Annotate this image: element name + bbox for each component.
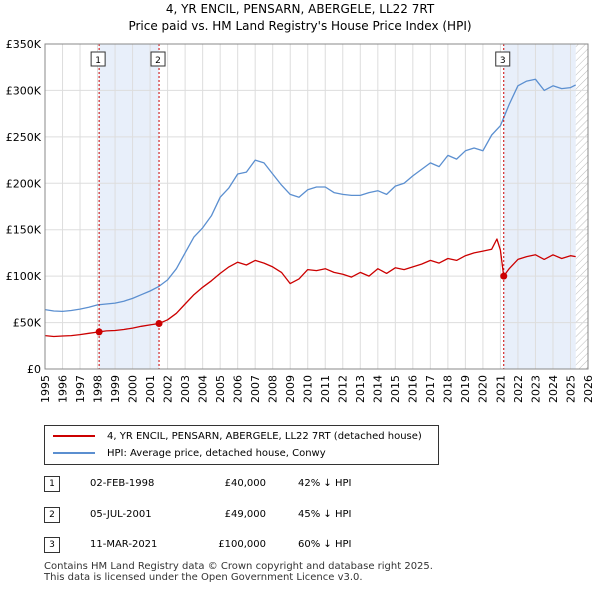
x-tick-label: 2016 [407,375,420,403]
transaction-hpi-diff: 42% ↓ HPI [298,478,352,489]
footer: Contains HM Land Registry data © Crown c… [44,561,433,583]
x-tick-label: 2020 [477,375,490,403]
x-tick-label: 1997 [74,375,87,403]
transaction-number: 2 [44,507,60,523]
transaction-price: £49,000 [224,509,266,520]
x-tick-label: 2025 [564,375,577,403]
transaction-date: 11-MAR-2021 [90,539,158,550]
legend-label-property: 4, YR ENCIL, PENSARN, ABERGELE, LL22 7RT… [107,430,422,442]
legend: 4, YR ENCIL, PENSARN, ABERGELE, LL22 7RT… [44,425,439,465]
transaction-date: 05-JUL-2001 [90,509,152,520]
x-tick-label: 1995 [39,375,52,403]
x-tick-label: 2022 [512,375,525,403]
x-tick-label: 2026 [582,375,595,403]
x-tick-label: 2014 [372,375,385,403]
sale-marker-label: 3 [500,56,506,66]
legend-swatch-property [53,435,95,437]
chart-title: 4, YR ENCIL, PENSARN, ABERGELE, LL22 7RT [165,2,435,16]
x-tick-label: 2012 [337,375,350,403]
footer-copyright: Contains HM Land Registry data © Crown c… [44,561,433,572]
legend-label-hpi: HPI: Average price, detached house, Conw… [107,447,326,459]
y-tick-label: £300K [6,84,42,97]
sale-point [500,272,508,280]
x-tick-label: 2008 [267,375,280,403]
table-row: 1 02-FEB-1998 £40,000 42% ↓ HPI [44,476,444,492]
x-tick-label: 1998 [91,375,104,403]
x-tick-label: 2005 [214,375,227,403]
property-series-line [45,238,576,338]
transaction-hpi-diff: 60% ↓ HPI [298,539,352,550]
x-tick-label: 2002 [161,375,174,403]
legend-swatch-hpi [53,452,95,454]
x-tick-label: 2023 [529,375,542,403]
x-tick-label: 2007 [249,375,262,403]
forecast-hatch [575,44,588,369]
x-tick-label: 1999 [109,375,122,403]
y-tick-label: £250K [6,131,42,144]
y-tick-label: £0 [27,363,41,376]
x-tick-label: 2003 [179,375,192,403]
x-tick-label: 2015 [389,375,402,403]
x-tick-label: 2006 [232,375,245,403]
transaction-price: £40,000 [224,478,266,489]
transaction-hpi-diff: 45% ↓ HPI [298,509,352,520]
shaded-period [99,44,160,369]
sale-point [155,320,163,327]
x-tick-label: 2010 [302,375,315,403]
hpi-series-line [45,78,576,313]
legend-item-property: 4, YR ENCIL, PENSARN, ABERGELE, LL22 7RT… [53,429,422,443]
sale-marker-label: 1 [95,56,101,66]
sale-marker-label: 2 [155,56,161,66]
shaded-period [503,44,576,369]
x-tick-label: 2011 [319,375,332,403]
x-tick-label: 2018 [442,375,455,403]
x-tick-label: 1996 [56,375,69,403]
x-tick-label: 2001 [144,375,157,403]
x-tick-label: 2000 [126,375,139,403]
x-tick-label: 2024 [547,375,560,403]
transaction-number: 3 [44,537,60,553]
y-tick-label: £50K [13,317,42,330]
price-chart: 1 2 3 £0 £50K £100K £150K £200K £250K £300K £350K… [6,38,595,403]
transaction-price: £100,000 [218,539,266,550]
legend-item-hpi: HPI: Average price, detached house, Conw… [53,446,326,460]
sale-point [95,328,103,336]
x-tick-label: 2019 [459,375,472,403]
sale-marker-box [495,51,511,67]
sale-marker-box [90,51,106,67]
transaction-date: 02-FEB-1998 [90,478,155,489]
x-tick-label: 2009 [284,375,297,403]
transaction-number: 1 [44,476,60,492]
plot-border [44,43,589,370]
x-tick-label: 2013 [354,375,367,403]
footer-licence: This data is licensed under the Open Gov… [44,572,363,583]
y-tick-label: £350K [6,38,42,51]
x-tick-label: 2021 [494,375,507,403]
sale-marker-box [150,51,166,67]
table-row: 3 11-MAR-2021 £100,000 60% ↓ HPI [44,537,444,553]
y-tick-label: £150K [6,224,42,237]
y-tick-label: £200K [6,177,42,190]
x-tick-label: 2017 [424,375,437,403]
x-tick-label: 2004 [196,375,209,403]
chart-subtitle: Price paid vs. HM Land Registry's House … [128,19,472,33]
y-tick-label: £100K [6,270,42,283]
table-row: 2 05-JUL-2001 £49,000 45% ↓ HPI [44,507,444,523]
